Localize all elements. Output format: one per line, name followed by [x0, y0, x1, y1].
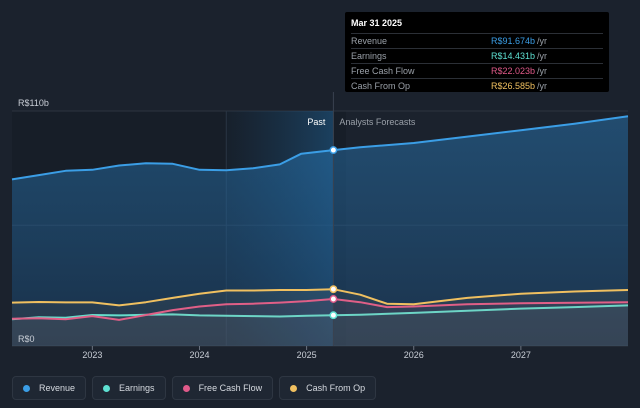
tooltip-date: Mar 31 2025: [351, 18, 403, 28]
tooltip-row-cash-from-op: Cash From Op R$26.585b/yr: [351, 78, 603, 93]
revenue-line: [11, 115, 629, 181]
legend-item-free-cash-flow[interactable]: Free Cash Flow: [171, 376, 274, 400]
tooltip-row-unit: /yr: [537, 36, 548, 46]
tooltip-row-label: Revenue: [351, 36, 388, 46]
legend-item-earnings[interactable]: Earnings: [92, 376, 166, 400]
legend-dot-icon: [182, 384, 190, 392]
tooltip-row-revenue: Revenue R$91.674b/yr: [351, 33, 603, 48]
tooltip-row-value: R$26.585b: [491, 81, 536, 91]
forecast-label: Analysts Forecasts: [339, 117, 416, 127]
free-cash-flow-marker: [329, 295, 338, 303]
legend-label: Earnings: [119, 383, 155, 393]
tooltip-rows: Revenue R$91.674b/yr Earnings R$14.431b/yr F…: [351, 33, 603, 93]
legend-dot-icon: [290, 384, 298, 392]
hover-tooltip: Mar 31 2025 Revenue R$91.674b/yr Earnings R…: [345, 12, 609, 92]
x-axis-ticks: 2023 2024 2025 2026 2027: [82, 346, 531, 360]
free-cash-flow-area: [12, 299, 628, 346]
y-axis-max-label: R$110b: [18, 98, 49, 108]
tooltip-row-unit: /yr: [537, 66, 548, 76]
legend-dot-icon: [103, 384, 111, 392]
tooltip-row-value: R$22.023b: [491, 66, 536, 76]
x-tick-label-2026: 2026: [404, 350, 424, 360]
tooltip-row-free-cash-flow: Free Cash Flow R$22.023b/yr: [351, 63, 603, 78]
hover-markers: [329, 146, 338, 320]
revenue-marker: [329, 146, 338, 155]
earnings-marker: [329, 311, 338, 320]
series-layer: [11, 115, 629, 346]
cash-from-op-marker: [329, 285, 338, 294]
earnings-area: [12, 305, 628, 346]
legend-item-cash-from-op[interactable]: Cash From Op: [279, 376, 377, 400]
legend-label: Revenue: [39, 383, 76, 393]
tooltip-row-value: R$14.431b: [491, 51, 536, 61]
tooltip-row-earnings: Earnings R$14.431b/yr: [351, 48, 603, 63]
legend-item-revenue[interactable]: Revenue: [12, 376, 87, 400]
earnings-line: [11, 304, 629, 321]
chart-legend: Revenue Earnings Free Cash Flow Cash From O…: [12, 376, 377, 400]
legend-label: Free Cash Flow: [198, 383, 263, 393]
revenue-area: [12, 116, 628, 346]
legend-dot-icon: [23, 384, 30, 392]
legend-label: Cash From Op: [306, 383, 366, 393]
tooltip-row-value: R$91.674b: [491, 36, 536, 46]
tooltip-row-label: Cash From Op: [351, 81, 411, 91]
x-tick-label-2027: 2027: [511, 350, 531, 360]
cash-from-op-line: [11, 288, 629, 307]
free-cash-flow-line: [11, 298, 629, 321]
x-tick-label-2023: 2023: [82, 350, 102, 360]
tooltip-row-label: Free Cash Flow: [351, 66, 415, 76]
x-tick-label-2025: 2025: [297, 350, 317, 360]
tooltip-row-unit: /yr: [537, 81, 548, 91]
tooltip-row-label: Earnings: [351, 51, 387, 61]
x-tick-label-2024: 2024: [189, 350, 209, 360]
tooltip-row-unit: /yr: [537, 51, 548, 61]
cash-from-op-area: [12, 289, 628, 346]
y-axis-min-label: R$0: [18, 334, 35, 344]
past-label: Past: [307, 117, 326, 127]
